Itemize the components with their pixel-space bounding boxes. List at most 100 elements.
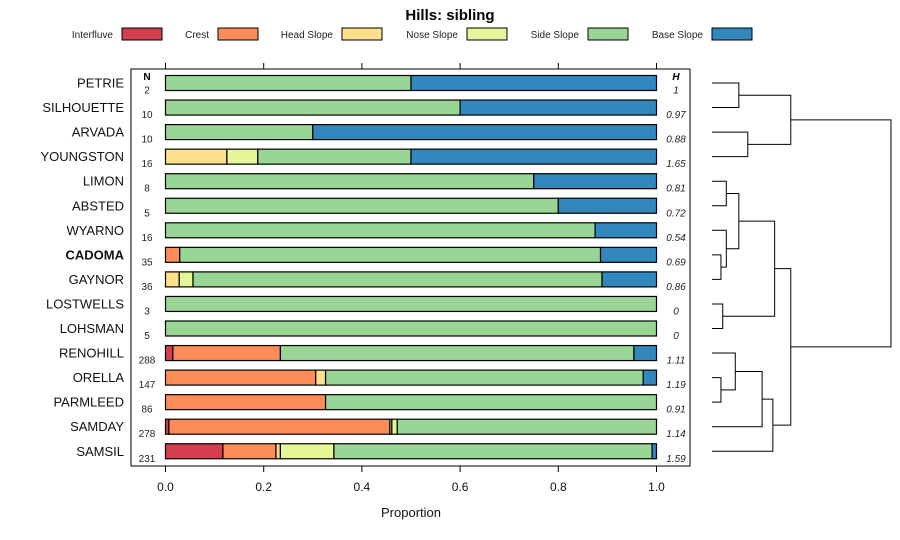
h-value: 1.11 (667, 356, 686, 367)
dendrogram-branch (712, 377, 722, 403)
bar-row: LIMON 8 0.81 (83, 173, 686, 195)
bar-segment (642, 369, 658, 386)
n-value: 35 (141, 257, 153, 268)
legend-label: Interfluve (72, 30, 114, 41)
bar-segment (164, 74, 412, 92)
h-value: 0.72 (666, 208, 686, 219)
legend-swatch (341, 27, 383, 41)
dendrogram-branch (712, 352, 736, 391)
bar-segment (333, 443, 653, 460)
dendrogram-branch (712, 370, 763, 428)
n-value: 147 (139, 380, 156, 391)
x-tick-label: 0.6 (452, 480, 469, 494)
bar-row: PETRIE 2 1 (77, 74, 679, 97)
category-label: LOSTWELLS (46, 296, 124, 311)
bar-segment (164, 369, 317, 386)
h-value: 0.91 (666, 405, 685, 416)
dendrogram-branch (712, 180, 727, 207)
category-label: ORELLA (73, 370, 125, 385)
legend-label: Nose Slope (406, 30, 458, 41)
bar-segment (601, 271, 658, 288)
n-value: 36 (141, 282, 153, 293)
h-header: H (672, 72, 680, 83)
n-header: N (143, 72, 150, 83)
category-label: SILHOUETTE (42, 100, 124, 115)
bar-segment (324, 369, 644, 386)
bar-row: SAMSIL 231 1.59 (76, 443, 686, 465)
x-axis: 0.0 0.2 0.4 0.6 0.8 1.0 (157, 63, 665, 494)
h-value: 1.19 (666, 380, 686, 391)
x-tick-label: 1.0 (648, 480, 665, 494)
bar-segment (164, 148, 228, 165)
h-value: 1 (673, 86, 679, 97)
bar-row: LOHSMAN 5 0 (60, 320, 679, 342)
x-tick-label: 0.0 (157, 480, 174, 494)
bar-segment (396, 418, 658, 435)
bar-row: ABSTED 5 0.72 (72, 197, 686, 219)
n-value: 16 (141, 159, 153, 170)
bar-segment (172, 344, 281, 362)
legend-swatch (121, 27, 163, 41)
bar-segment (312, 123, 658, 141)
h-value: 1.14 (666, 429, 686, 440)
n-value: 5 (144, 331, 150, 342)
category-label: ARVADA (72, 125, 125, 140)
category-label: SAMDAY (70, 419, 124, 434)
bar-segment (164, 394, 327, 411)
bar-segment (315, 369, 327, 386)
bar-segment (164, 443, 224, 460)
rows: PETRIE 2 1 SILHOUETTE 10 0.97 ARVADA 10 0.88 YOUN… (40, 74, 686, 465)
dendrogram-branch (722, 220, 776, 317)
legend-swatch (711, 27, 753, 41)
dendrogram-branch (712, 82, 740, 109)
bar-segment (164, 123, 314, 141)
bar-segment (257, 148, 412, 165)
category-label: PARMLEED (53, 395, 124, 410)
bar-segment (164, 320, 658, 337)
bar-segment (192, 271, 603, 288)
bar-segment (651, 443, 658, 460)
h-value: 0 (673, 331, 679, 342)
bar-segment (164, 295, 658, 313)
n-value: 10 (141, 110, 153, 121)
bar-segment (275, 443, 281, 460)
category-label: LIMON (83, 174, 124, 189)
chart-title: Hills: sibling (405, 7, 494, 24)
n-value: 86 (141, 405, 153, 416)
x-tick-label: 0.2 (255, 480, 272, 494)
h-value: 0.86 (666, 282, 686, 293)
bar-segment (557, 197, 658, 214)
bar-row: ORELLA 147 1.19 (73, 369, 686, 391)
n-value: 288 (139, 356, 156, 367)
bar-row: LOSTWELLS 3 0 (46, 295, 679, 317)
n-value: 278 (139, 429, 156, 440)
category-label: RENOHILL (59, 346, 124, 361)
x-axis-label: Proportion (381, 505, 441, 520)
legend-label: Side Slope (531, 30, 580, 41)
bar-row: PARMLEED 86 0.91 (53, 394, 686, 416)
dendrogram-branch (712, 398, 774, 452)
h-value: 1.65 (666, 159, 686, 170)
bar-segment (164, 173, 535, 190)
h-value: 0.81 (666, 184, 685, 195)
h-value: 1.59 (666, 454, 686, 465)
bar-row: CADOMA 35 0.69 (66, 246, 686, 268)
category-label: SAMSIL (76, 444, 124, 459)
dendrogram-branch (772, 268, 792, 426)
dendrogram-branch (712, 229, 727, 268)
legend-label: Head Slope (281, 30, 334, 41)
bar-row: RENOHILL 288 1.11 (59, 344, 686, 367)
bar-segment (391, 418, 398, 435)
bar-segment (324, 394, 658, 411)
legend-label: Base Slope (652, 30, 704, 41)
n-value: 3 (144, 306, 150, 317)
n-value: 16 (141, 233, 153, 244)
category-label: WYARNO (66, 223, 124, 238)
bar-segment (168, 418, 391, 435)
bar-segment (179, 246, 602, 263)
category-label: CADOMA (66, 247, 125, 262)
n-value: 8 (144, 184, 150, 195)
dendrogram-branch (738, 94, 792, 145)
bar-row: YOUNGSTON 16 1.65 (40, 148, 686, 170)
legend-swatch (217, 27, 259, 41)
